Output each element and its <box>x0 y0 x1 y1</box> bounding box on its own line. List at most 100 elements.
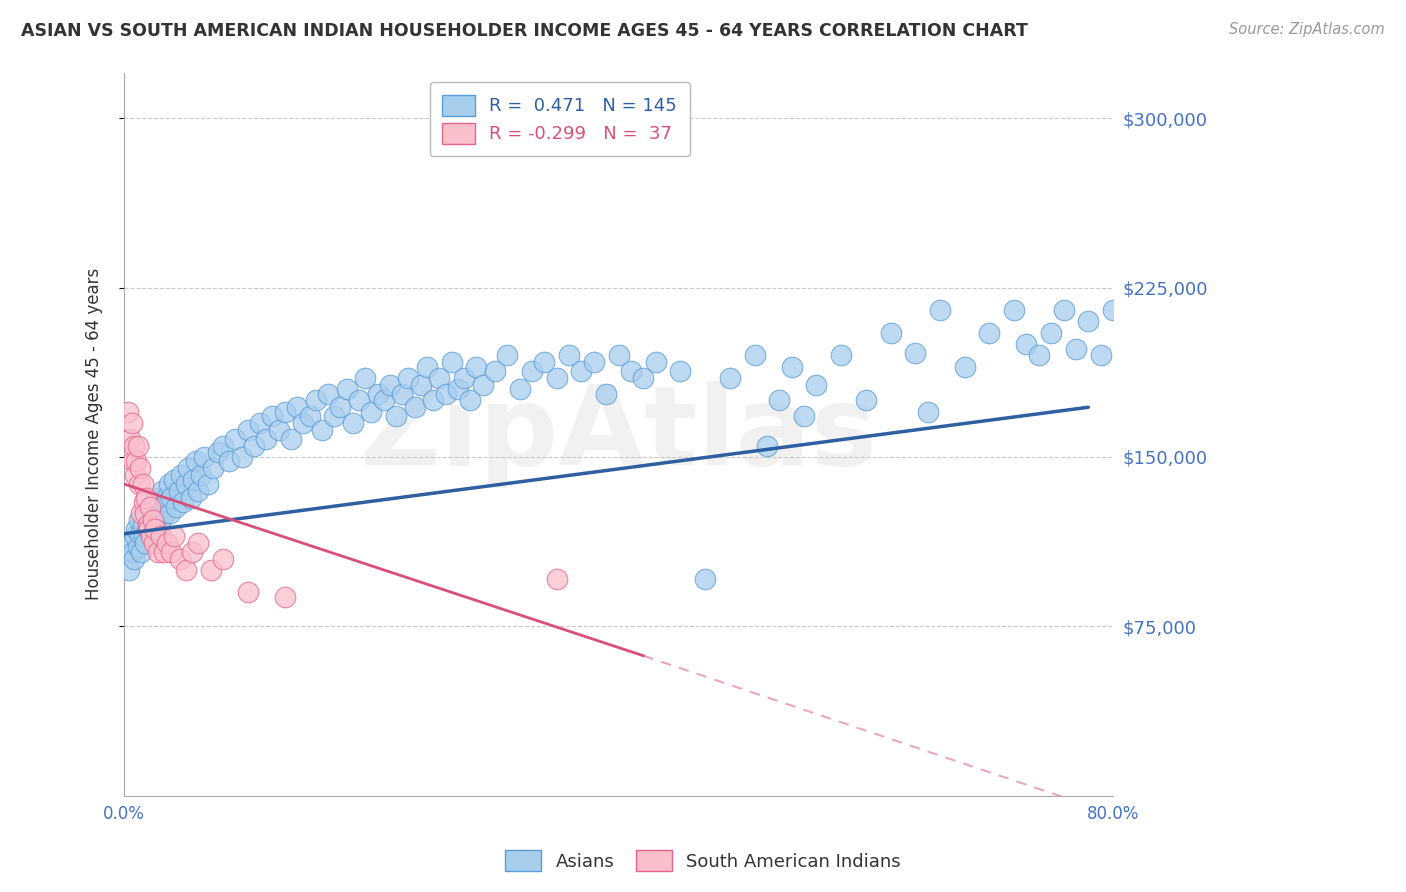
Point <box>181 545 204 559</box>
Point <box>440 355 463 369</box>
Point <box>292 416 315 430</box>
Point <box>558 348 581 362</box>
Point <box>180 491 202 505</box>
Point <box>148 517 170 532</box>
Point <box>150 529 173 543</box>
Point <box>347 393 370 408</box>
Point <box>1064 342 1087 356</box>
Point <box>311 423 333 437</box>
Point <box>458 393 481 408</box>
Point <box>212 439 235 453</box>
Legend: Asians, South American Indians: Asians, South American Indians <box>498 843 908 879</box>
Point <box>243 439 266 453</box>
Point <box>280 432 302 446</box>
Point <box>134 536 156 550</box>
Point <box>806 377 828 392</box>
Point <box>274 405 297 419</box>
Point <box>124 468 146 483</box>
Point <box>153 507 176 521</box>
Point <box>135 507 157 521</box>
Point <box>496 348 519 362</box>
Point <box>152 545 174 559</box>
Point <box>152 483 174 498</box>
Point <box>1102 303 1125 318</box>
Point <box>127 439 149 453</box>
Point <box>755 439 778 453</box>
Point <box>267 423 290 437</box>
Point <box>146 491 169 505</box>
Point <box>484 364 506 378</box>
Point <box>184 454 207 468</box>
Point <box>125 454 148 468</box>
Point <box>138 517 160 532</box>
Point <box>136 517 159 532</box>
Point <box>546 572 568 586</box>
Point <box>1040 326 1063 340</box>
Point <box>131 545 153 559</box>
Point <box>546 371 568 385</box>
Point <box>145 507 167 521</box>
Point <box>139 500 162 514</box>
Point <box>396 371 419 385</box>
Point <box>128 513 150 527</box>
Point <box>422 393 444 408</box>
Point <box>323 409 346 424</box>
Point <box>141 529 163 543</box>
Point <box>122 439 145 453</box>
Point <box>174 477 197 491</box>
Point <box>285 401 308 415</box>
Point <box>509 382 531 396</box>
Point <box>385 409 408 424</box>
Point <box>929 303 952 318</box>
Point <box>124 529 146 543</box>
Point <box>471 377 494 392</box>
Point <box>187 536 209 550</box>
Point <box>150 513 173 527</box>
Point <box>142 536 165 550</box>
Point <box>404 401 426 415</box>
Point <box>117 405 139 419</box>
Point <box>780 359 803 374</box>
Point <box>138 522 160 536</box>
Point <box>136 522 159 536</box>
Point <box>165 500 187 514</box>
Point <box>768 393 790 408</box>
Point <box>127 541 149 555</box>
Point <box>125 522 148 536</box>
Point <box>953 359 976 374</box>
Y-axis label: Householder Income Ages 45 - 64 years: Householder Income Ages 45 - 64 years <box>86 268 103 600</box>
Point <box>427 371 450 385</box>
Point <box>1002 303 1025 318</box>
Point <box>354 371 377 385</box>
Point <box>1052 303 1074 318</box>
Point <box>121 416 143 430</box>
Point <box>342 416 364 430</box>
Point <box>236 585 259 599</box>
Point <box>200 563 222 577</box>
Point <box>131 517 153 532</box>
Point <box>465 359 488 374</box>
Point <box>155 491 177 505</box>
Point <box>202 461 225 475</box>
Text: Source: ZipAtlas.com: Source: ZipAtlas.com <box>1229 22 1385 37</box>
Point <box>633 371 655 385</box>
Point <box>1090 348 1112 362</box>
Point <box>132 495 155 509</box>
Point <box>120 432 142 446</box>
Point <box>274 590 297 604</box>
Point <box>121 536 143 550</box>
Point <box>159 507 181 521</box>
Point <box>520 364 543 378</box>
Point <box>121 545 143 559</box>
Point <box>305 393 328 408</box>
Point <box>336 382 359 396</box>
Point <box>131 507 153 521</box>
Point <box>1028 348 1050 362</box>
Point <box>131 477 153 491</box>
Point <box>193 450 215 464</box>
Point <box>298 409 321 424</box>
Point <box>134 507 156 521</box>
Point <box>533 355 555 369</box>
Point <box>1114 326 1136 340</box>
Point <box>416 359 439 374</box>
